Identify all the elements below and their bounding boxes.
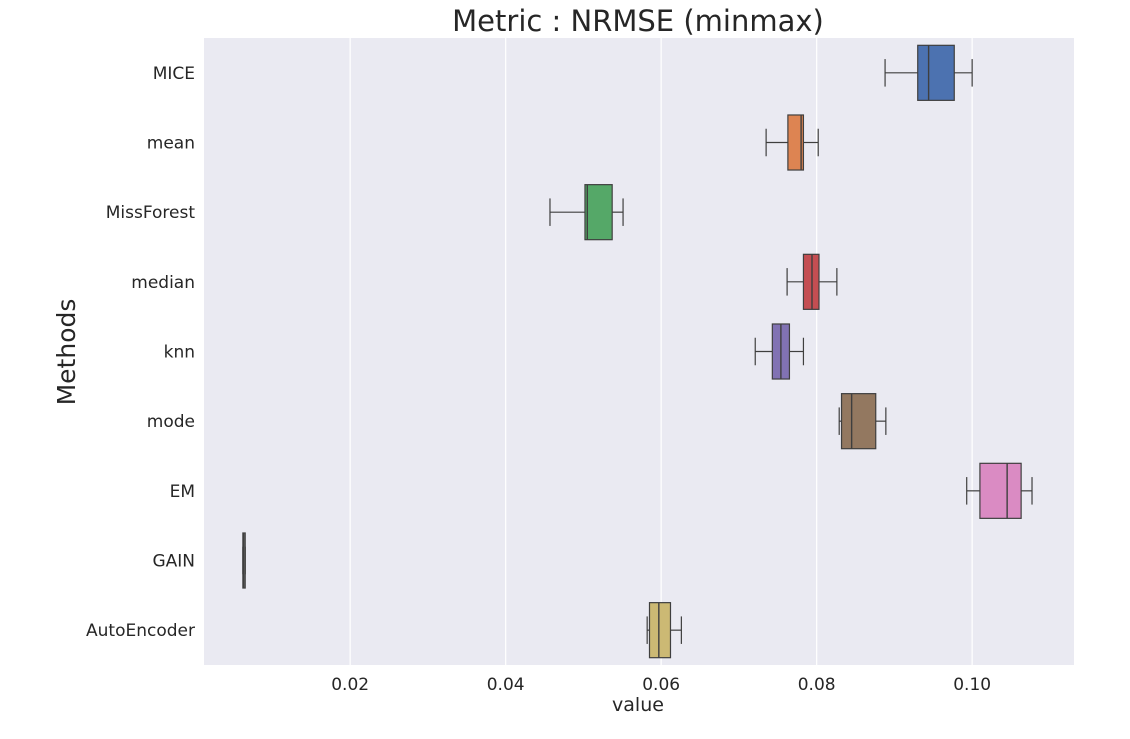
y-tick-label: mean (147, 134, 195, 154)
y-axis-label: Methods (52, 299, 81, 406)
box-knn (754, 323, 805, 380)
iqr-box (802, 253, 820, 310)
y-tick-label: GAIN (152, 552, 195, 572)
y-tick-label: EM (170, 482, 195, 502)
x-tick-label: 0.10 (953, 675, 991, 695)
box-mice (884, 44, 973, 101)
iqr-box (787, 114, 805, 171)
y-tick-label: MissForest (106, 203, 196, 223)
iqr-box (648, 602, 672, 659)
x-tick-label: 0.02 (331, 675, 369, 695)
x-tick-label: 0.04 (487, 675, 525, 695)
box-median (786, 253, 838, 310)
y-tick-label: mode (147, 412, 195, 432)
boxes-group (242, 44, 1033, 659)
x-axis-label: value (612, 694, 664, 716)
x-tick-labels: 0.02 0.04 0.06 0.08 0.10 (331, 675, 991, 695)
y-tick-label: MICE (153, 64, 195, 84)
x-tick-label: 0.06 (642, 675, 680, 695)
y-tick-labels: MICE mean MissForest median knn mode EM GAIN Aut… (86, 64, 195, 641)
box-mean (765, 114, 819, 171)
plot-area (204, 38, 1074, 665)
box-autoencoder (646, 602, 682, 659)
x-tick-label: 0.08 (798, 675, 836, 695)
chart-title: Metric : NRMSE (minmax) (452, 4, 824, 38)
iqr-box (979, 462, 1022, 519)
iqr-box (584, 184, 613, 241)
box-missforest (549, 184, 624, 241)
y-tick-label: AutoEncoder (86, 621, 195, 641)
iqr-box (917, 44, 955, 101)
box-mode (838, 393, 887, 450)
y-tick-label: median (131, 273, 195, 293)
box-gain (242, 532, 246, 589)
box-em (966, 462, 1033, 519)
y-tick-label: knn (164, 343, 195, 363)
iqr-box (840, 393, 877, 450)
